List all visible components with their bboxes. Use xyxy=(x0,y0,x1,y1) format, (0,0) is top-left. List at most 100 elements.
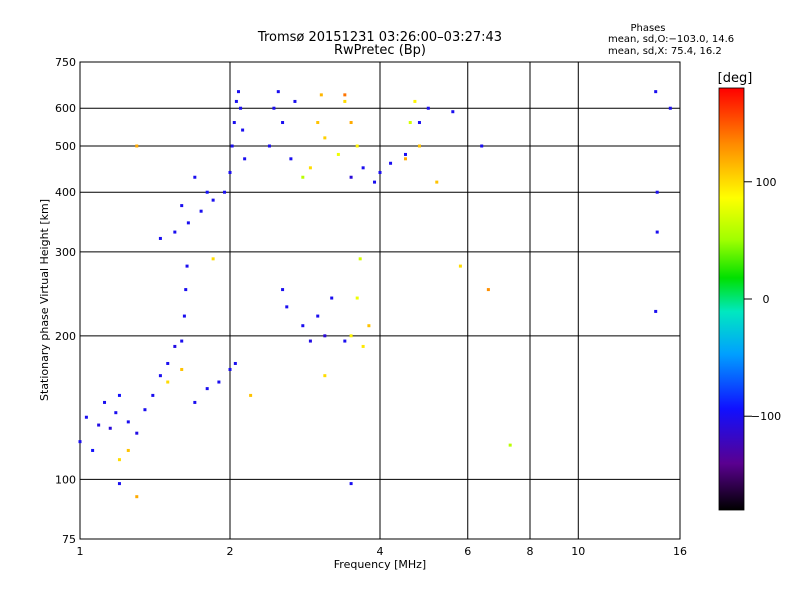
data-point xyxy=(508,443,512,447)
data-point xyxy=(349,482,353,486)
data-point xyxy=(186,221,190,225)
data-point xyxy=(205,190,209,194)
colorbar-tick-label: −100 xyxy=(751,410,781,423)
x-tick-label: 2 xyxy=(227,545,234,558)
colorbar-tick-label: 100 xyxy=(756,176,777,189)
y-axis-label: Stationary phase Virtual Height [km] xyxy=(38,199,51,401)
data-point xyxy=(367,324,371,328)
data-point xyxy=(223,190,227,194)
data-point xyxy=(349,175,353,179)
data-point xyxy=(230,144,234,148)
data-point xyxy=(343,99,347,103)
data-point xyxy=(285,305,289,309)
data-point xyxy=(211,198,215,202)
colorbar-label: [deg] xyxy=(718,71,753,86)
x-tick-label: 4 xyxy=(377,545,384,558)
chart-title: Tromsø 20151231 03:26:00–03:27:43 xyxy=(257,30,502,45)
data-point xyxy=(655,190,659,194)
data-point xyxy=(135,431,139,435)
data-point xyxy=(330,296,334,300)
data-point xyxy=(217,380,221,384)
data-point xyxy=(413,99,417,103)
x-axis-label: Frequency [MHz] xyxy=(334,558,426,571)
grid xyxy=(80,62,680,539)
stats-header: Phases xyxy=(630,23,665,34)
data-point xyxy=(126,420,130,424)
data-point xyxy=(108,426,112,430)
y-tick-label: 500 xyxy=(55,140,76,153)
colorbar xyxy=(718,87,745,511)
data-point xyxy=(654,309,658,313)
data-point xyxy=(228,367,232,371)
data-point xyxy=(486,288,490,292)
data-point xyxy=(319,93,323,97)
data-point xyxy=(232,121,236,125)
data-point xyxy=(349,121,353,125)
data-point xyxy=(276,90,280,94)
y-tick-label: 300 xyxy=(55,246,76,259)
x-tick-label: 16 xyxy=(673,545,687,558)
data-point xyxy=(228,170,232,174)
data-point xyxy=(135,495,139,499)
data-point xyxy=(78,440,82,444)
data-point xyxy=(185,264,189,268)
data-point xyxy=(349,334,353,338)
data-point xyxy=(117,482,121,486)
data-point xyxy=(239,106,243,110)
data-point xyxy=(308,166,312,170)
data-point xyxy=(451,110,455,114)
data-point xyxy=(267,144,271,148)
data-point xyxy=(403,157,407,161)
data-point xyxy=(289,157,293,161)
y-tick-label: 75 xyxy=(62,533,76,546)
data-point xyxy=(358,257,362,261)
data-point xyxy=(180,339,184,343)
data-point xyxy=(143,408,147,412)
data-point xyxy=(655,230,659,234)
x-tick-label: 1 xyxy=(77,545,84,558)
data-point xyxy=(180,367,184,371)
data-point xyxy=(343,93,347,97)
data-point xyxy=(233,361,237,365)
data-point xyxy=(117,458,121,462)
data-point xyxy=(281,121,285,125)
data-point xyxy=(323,136,327,140)
data-point xyxy=(173,344,177,348)
axis-ticks: 1 2 4 6 8 10 16 75 100 200 300 400 500 600 750 xyxy=(55,56,687,558)
x-tick-label: 6 xyxy=(464,545,471,558)
data-point xyxy=(91,448,95,452)
data-point xyxy=(158,236,162,240)
chart-subtitle: RwPretec (Bp) xyxy=(334,43,426,58)
data-point xyxy=(241,128,245,132)
data-point xyxy=(373,180,377,184)
x-tick-label: 8 xyxy=(527,545,534,558)
data-point xyxy=(323,334,327,338)
data-point xyxy=(417,144,421,148)
data-points xyxy=(78,90,672,499)
data-point xyxy=(97,423,101,427)
data-point xyxy=(234,99,238,103)
data-point xyxy=(158,374,162,378)
colorbar-tick-label: 0 xyxy=(763,293,770,306)
data-point xyxy=(166,380,170,384)
data-point xyxy=(272,106,276,110)
data-point xyxy=(301,324,305,328)
y-tick-label: 200 xyxy=(55,330,76,343)
data-point xyxy=(308,339,312,343)
y-tick-label: 100 xyxy=(55,473,76,486)
data-point xyxy=(205,387,209,391)
stats-x-mode: mean, sd,X: 75.4, 16.2 xyxy=(608,46,722,57)
data-point xyxy=(193,175,197,179)
data-point xyxy=(316,121,320,125)
data-point xyxy=(236,90,240,94)
data-point xyxy=(103,400,107,404)
data-point xyxy=(336,152,340,156)
data-point xyxy=(184,288,188,292)
y-tick-label: 750 xyxy=(55,56,76,69)
data-point xyxy=(301,175,305,179)
data-point xyxy=(199,209,203,213)
data-point xyxy=(281,288,285,292)
data-point xyxy=(126,448,130,452)
data-point xyxy=(135,144,139,148)
data-point xyxy=(417,121,421,125)
